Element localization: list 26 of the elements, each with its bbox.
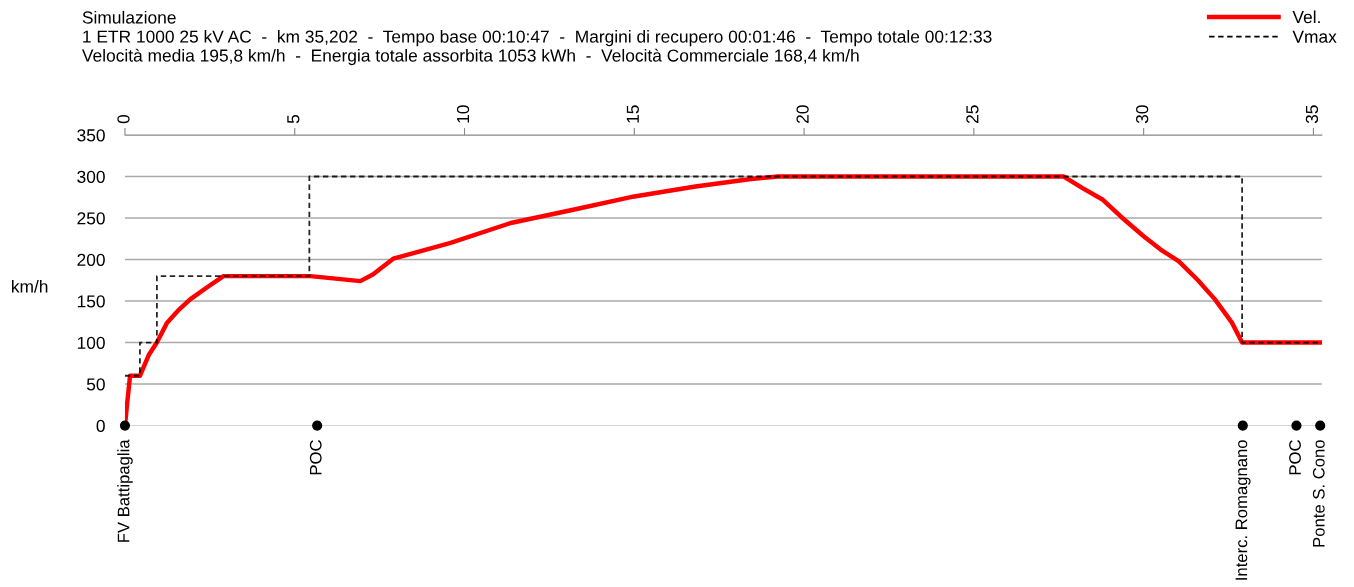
chart-title: Simulazione: [82, 10, 176, 24]
x-tick-label: 30: [1136, 105, 1149, 124]
annotation: Ponte S. Cono: [1312, 440, 1325, 547]
y-tick-label: 300: [77, 170, 105, 183]
legend-label: Vel.: [1292, 10, 1320, 24]
y-tick-label: 200: [77, 253, 105, 266]
y-tick-label: 50: [86, 378, 105, 391]
annotation: POC: [309, 440, 322, 475]
y-tick-label: 250: [77, 212, 105, 225]
y-tick-label: 150: [77, 295, 105, 308]
chart-subtitle: 1 ETR 1000 25 kV AC - km 35,202 - Tempo base 00:10:47 - Margini di recupero 00:01:46 - Tempo totale 00:12:33 Velocità media 195,8 km/h - Energia totale assorbita 1053 kWh - Velocità Commerciale 168,4 km/h: [81, 30, 992, 66]
y-axis-title: km/h: [12, 279, 48, 293]
x-tick-label: 0: [117, 114, 130, 124]
x-tick-label: 15: [626, 105, 639, 123]
x-tick-label: 25: [966, 105, 979, 124]
annotation: Interc. Romagnano: [1235, 440, 1251, 580]
x-tick-label: 20: [796, 105, 809, 124]
annotation: POC: [1289, 440, 1301, 475]
annotation: FV Battipaglia: [117, 439, 133, 542]
y-tick-label: 0: [96, 419, 105, 433]
y-tick-label: 350: [77, 129, 105, 142]
x-tick-label: 10: [456, 105, 470, 123]
x-tick-label: 5: [287, 114, 300, 124]
y-tick-label: 100: [77, 336, 105, 350]
legend-label: Vmax: [1292, 30, 1337, 43]
x-tick-label: 35: [1305, 105, 1319, 124]
